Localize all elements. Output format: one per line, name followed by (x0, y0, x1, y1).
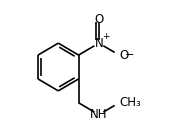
Text: O: O (94, 13, 104, 26)
Text: N: N (94, 37, 103, 50)
Text: +: + (102, 32, 109, 41)
Text: O: O (119, 49, 128, 62)
Text: NH: NH (90, 108, 108, 121)
Text: CH₃: CH₃ (119, 96, 141, 109)
Text: −: − (125, 50, 134, 60)
